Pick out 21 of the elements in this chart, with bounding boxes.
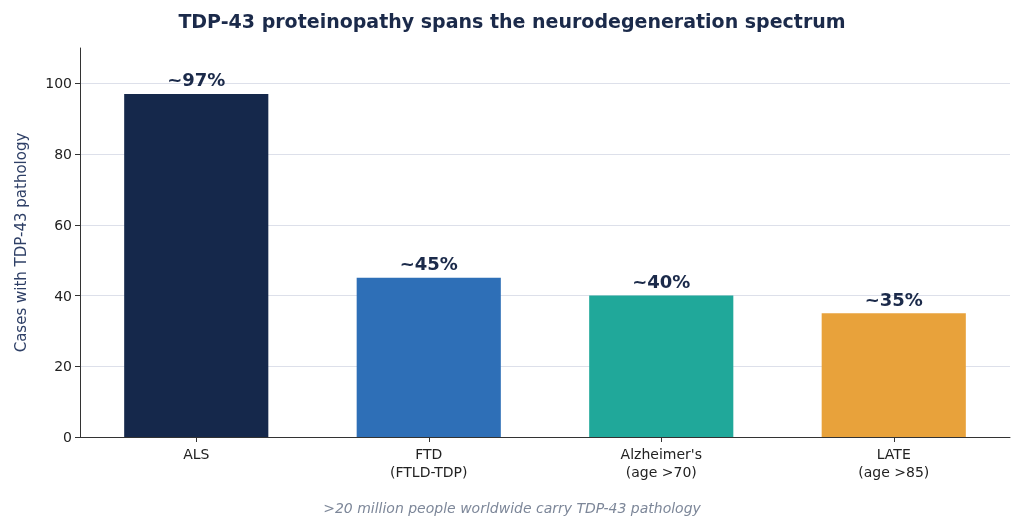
y-tick-label: 60 [54,216,72,233]
x-tick-label: FTD (FTLD-TDP) [390,446,468,480]
y-tick-label: 0 [63,429,72,445]
y-tick-label: 40 [54,287,72,304]
x-tick-label: ALS [183,446,210,462]
chart-title: TDP-43 proteinopathy spans the neurodegeneration spectrum [178,9,846,32]
data-label: ~40% [632,271,691,293]
data-label: ~45% [399,253,458,275]
bar [821,313,966,437]
x-tick-label: Alzheimer's (age >70) [620,446,702,480]
y-tick-label: 100 [45,75,72,92]
data-label: ~35% [864,288,923,310]
y-tick-label: 20 [54,358,72,375]
text: >20 million people worldwide carry TDP-43 pathology [323,500,702,516]
y-axis-title: Cases with TDP-43 pathology [11,132,30,353]
bar [124,93,269,437]
y-tick-label: 80 [54,146,72,163]
bar [589,295,734,437]
bar [356,277,501,437]
x-tick-label: LATE (age >85) [858,446,930,480]
data-label: ~97% [167,69,226,91]
